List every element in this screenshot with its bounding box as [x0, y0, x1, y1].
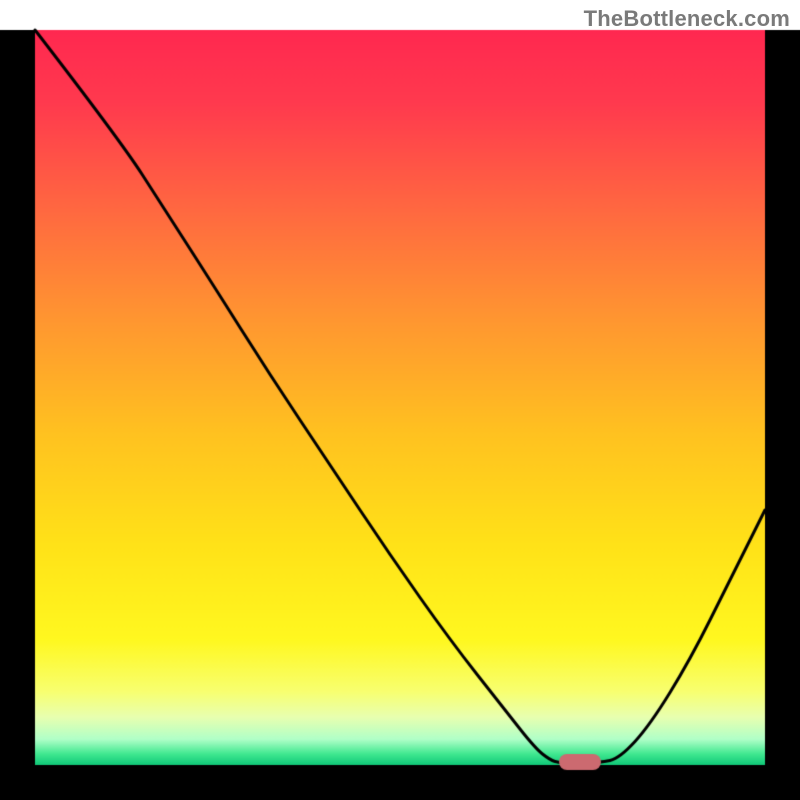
- bottleneck-chart-canvas: [0, 0, 800, 800]
- chart-root: TheBottleneck.com: [0, 0, 800, 800]
- watermark-text: TheBottleneck.com: [584, 6, 790, 32]
